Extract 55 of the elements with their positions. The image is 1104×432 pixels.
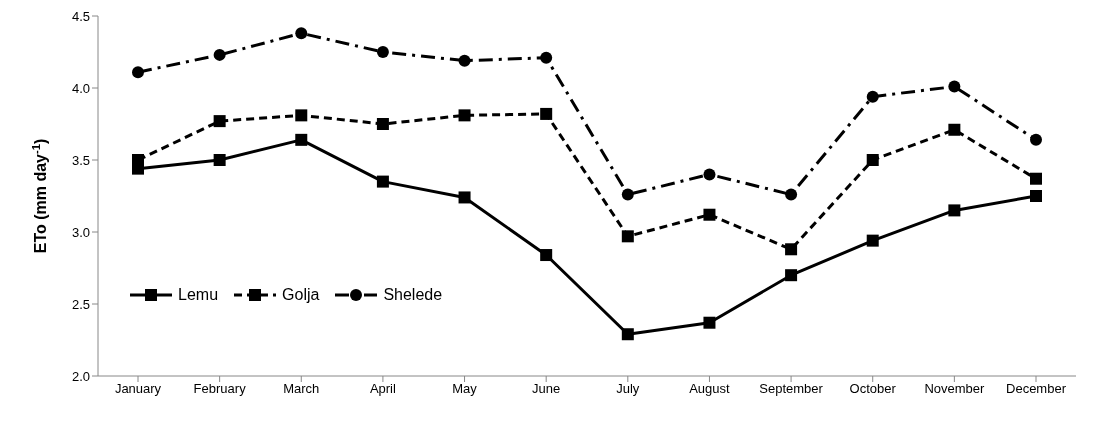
- y-tick-label: 2.0: [71, 368, 90, 384]
- x-tick-label: January: [114, 381, 162, 397]
- y-tick-label: 3.0: [71, 224, 90, 240]
- x-tick-label: August: [689, 381, 731, 397]
- point: [540, 107, 553, 120]
- point: [1030, 190, 1042, 202]
- point: [703, 316, 716, 329]
- x-tick-label: February: [193, 381, 247, 397]
- point: [213, 154, 226, 166]
- y-tick-label: 4.0: [71, 80, 90, 96]
- point: [948, 204, 961, 217]
- point: [621, 230, 634, 243]
- point: [1030, 172, 1042, 185]
- x-tick-label: June: [532, 381, 561, 397]
- x-tick-label: September: [759, 381, 824, 397]
- x-tick-label: December: [1006, 381, 1067, 397]
- point: [866, 90, 879, 103]
- y-tick-label: 3.5: [71, 152, 90, 168]
- point: [1030, 133, 1042, 146]
- legend-label: Lemu: [178, 286, 219, 304]
- x-tick-label: November: [924, 381, 986, 397]
- point: [866, 234, 879, 247]
- point: [948, 123, 961, 136]
- point: [295, 109, 308, 122]
- point: [132, 66, 144, 79]
- x-tick-label: May: [452, 381, 478, 397]
- x-tick-label: July: [616, 381, 640, 397]
- point: [295, 27, 308, 40]
- point: [948, 80, 961, 93]
- point: [295, 133, 308, 146]
- point: [540, 249, 553, 262]
- point: [785, 188, 798, 201]
- point: [376, 175, 389, 188]
- point: [376, 46, 389, 58]
- legend-label: Golja: [282, 286, 320, 304]
- point: [785, 243, 798, 256]
- point: [785, 269, 798, 282]
- y-tick-label: 2.5: [71, 296, 90, 312]
- x-tick-label: April: [369, 381, 397, 397]
- point: [376, 118, 389, 130]
- y-tick-label: 4.5: [71, 8, 90, 24]
- point: [458, 191, 471, 204]
- point: [621, 188, 634, 201]
- x-tick-label: March: [283, 381, 320, 397]
- point: [621, 328, 634, 341]
- point: [213, 48, 226, 61]
- point: [703, 168, 716, 181]
- point: [540, 51, 553, 64]
- point: [458, 54, 471, 67]
- point: [866, 154, 879, 166]
- point: [703, 208, 716, 221]
- point: [213, 115, 226, 128]
- legend-label: Shelede: [383, 286, 443, 304]
- x-tick-label: October: [849, 381, 897, 397]
- point: [458, 109, 471, 122]
